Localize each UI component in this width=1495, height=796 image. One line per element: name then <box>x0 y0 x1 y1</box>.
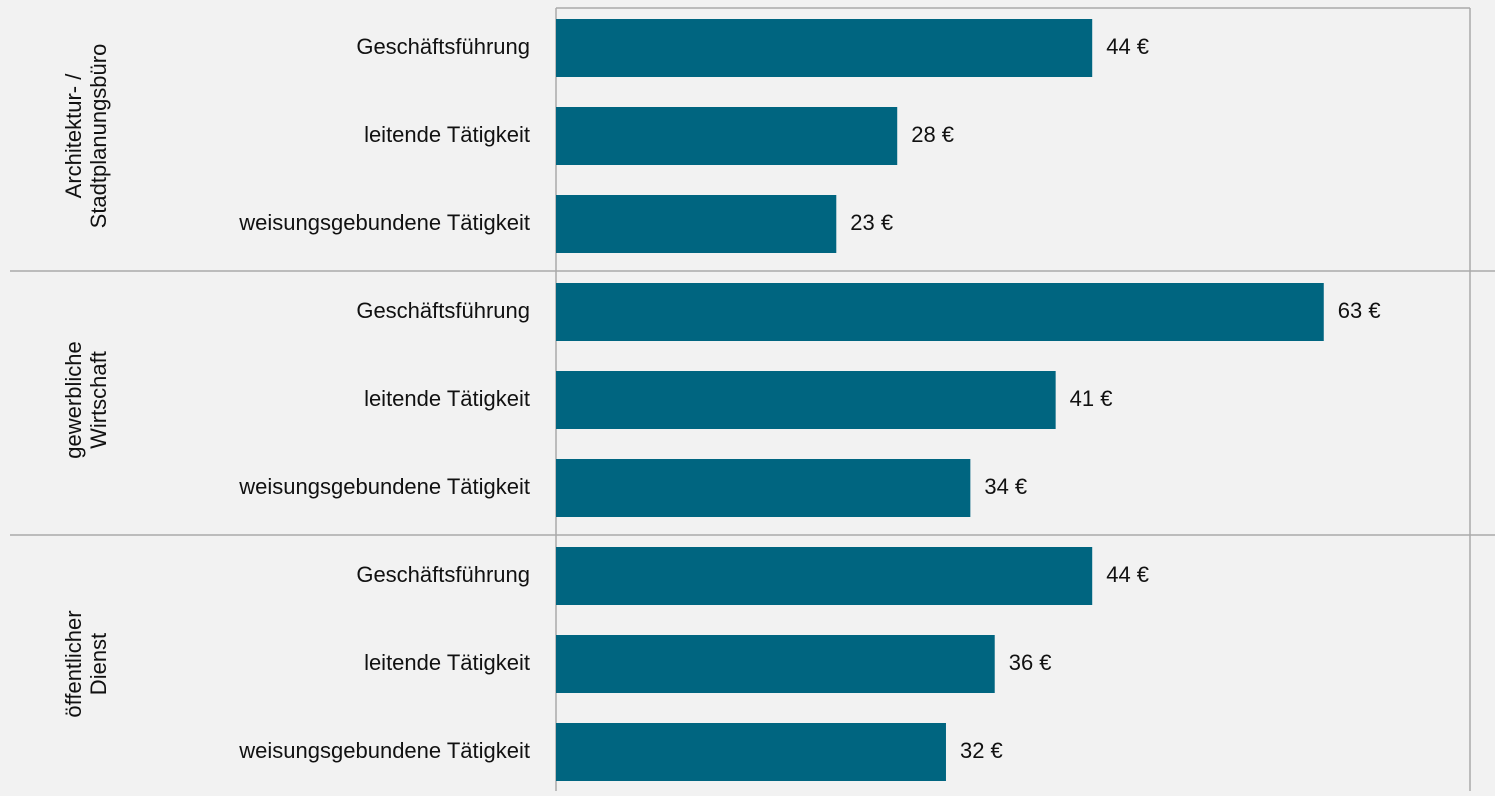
category-label: weisungsgebundene Tätigkeit <box>238 474 530 499</box>
group-label: Dienst <box>86 633 111 695</box>
category-label: leitende Tätigkeit <box>364 650 530 675</box>
value-label: 36 € <box>1009 650 1052 675</box>
category-label: weisungsgebundene Tätigkeit <box>238 210 530 235</box>
bar <box>556 283 1324 341</box>
category-label: Geschäftsführung <box>356 34 530 59</box>
group-label: öffentlicher <box>61 610 86 717</box>
category-label: Geschäftsführung <box>356 298 530 323</box>
bar <box>556 635 995 693</box>
bar <box>556 459 971 517</box>
group-label: Architektur- / <box>61 73 86 199</box>
category-label: Geschäftsführung <box>356 562 530 587</box>
value-label: 63 € <box>1338 298 1381 323</box>
category-label: weisungsgebundene Tätigkeit <box>238 738 530 763</box>
value-label: 44 € <box>1106 34 1149 59</box>
value-label: 28 € <box>911 122 954 147</box>
value-label: 44 € <box>1106 562 1149 587</box>
value-label: 34 € <box>984 474 1027 499</box>
category-label: leitende Tätigkeit <box>364 386 530 411</box>
bar <box>556 723 946 781</box>
bar <box>556 371 1056 429</box>
value-label: 41 € <box>1070 386 1113 411</box>
value-label: 32 € <box>960 738 1003 763</box>
group-label: Stadtplanungsbüro <box>86 44 111 229</box>
bar <box>556 19 1093 77</box>
group-label: Wirtschaft <box>86 351 111 449</box>
value-label: 23 € <box>850 210 893 235</box>
group-label: gewerbliche <box>61 341 86 458</box>
bar <box>556 195 837 253</box>
bar <box>556 107 898 165</box>
category-label: leitende Tätigkeit <box>364 122 530 147</box>
bar <box>556 547 1093 605</box>
